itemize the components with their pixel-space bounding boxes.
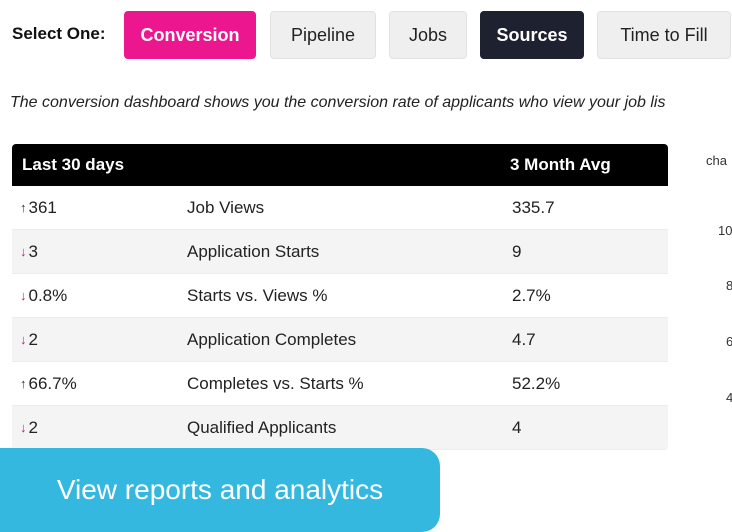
metric-avg: 2.7%	[512, 285, 551, 305]
table-row: ↑ 361 Job Views 335.7	[12, 186, 668, 230]
table-row: ↓ 3 Application Starts 9	[12, 230, 668, 274]
tab-jobs[interactable]: Jobs	[389, 11, 467, 59]
metric-name: Qualified Applicants	[187, 417, 337, 437]
metric-value: 2	[28, 417, 38, 437]
tab-pipeline[interactable]: Pipeline	[270, 11, 376, 59]
metric-avg: 4	[512, 417, 522, 437]
metric-name: Application Starts	[187, 241, 320, 261]
metric-avg: 335.7	[512, 197, 555, 217]
conversion-table: Last 30 days 3 Month Avg ↑ 361 Job Views …	[12, 144, 668, 450]
metric-value: 66.7%	[28, 373, 77, 393]
side-chart-tick: 6	[726, 334, 732, 349]
table-row: ↓ 2 Application Completes 4.7	[12, 318, 668, 362]
trend-up-icon: ↑	[20, 200, 27, 215]
table-row: ↓ 2 Qualified Applicants 4	[12, 406, 668, 450]
metric-name: Starts vs. Views %	[187, 285, 328, 305]
tab-time-to-fill[interactable]: Time to Fill	[597, 11, 731, 59]
side-chart-tick: 4	[726, 390, 732, 405]
trend-down-icon: ↓	[20, 288, 27, 303]
metric-value: 2	[28, 329, 38, 349]
metric-name: Completes vs. Starts %	[187, 373, 364, 393]
trend-up-icon: ↑	[20, 376, 27, 391]
tab-conversion[interactable]: Conversion	[124, 11, 256, 59]
dashboard-description: The conversion dashboard shows you the c…	[10, 94, 666, 111]
metric-name: Job Views	[187, 197, 265, 217]
trend-down-icon: ↓	[20, 332, 27, 347]
metric-avg: 52.2%	[512, 373, 561, 393]
trend-down-icon: ↓	[20, 420, 27, 435]
metric-name: Application Completes	[187, 329, 357, 349]
side-chart-title-fragment: cha	[706, 153, 727, 168]
metric-avg: 9	[512, 241, 522, 261]
metric-value: 0.8%	[28, 285, 68, 305]
side-chart-tick: 8	[726, 278, 732, 293]
metric-value: 361	[28, 197, 57, 217]
side-chart-tick: 10	[718, 223, 732, 238]
tab-sources[interactable]: Sources	[480, 11, 584, 59]
header-3-month-avg: 3 Month Avg	[510, 155, 611, 174]
table-row: ↑ 66.7% Completes vs. Starts % 52.2%	[12, 362, 668, 406]
table-row: ↓ 0.8% Starts vs. Views % 2.7%	[12, 274, 668, 318]
select-one-label: Select One:	[12, 24, 106, 43]
table-header: Last 30 days 3 Month Avg	[12, 144, 668, 186]
view-reports-button[interactable]: View reports and analytics	[0, 448, 440, 532]
header-last-30-days: Last 30 days	[22, 155, 125, 174]
metric-avg: 4.7	[512, 329, 536, 349]
table-body: ↑ 361 Job Views 335.7 ↓ 3 Application Star…	[12, 186, 668, 450]
metric-value: 3	[28, 241, 38, 261]
trend-down-icon: ↓	[20, 244, 27, 259]
